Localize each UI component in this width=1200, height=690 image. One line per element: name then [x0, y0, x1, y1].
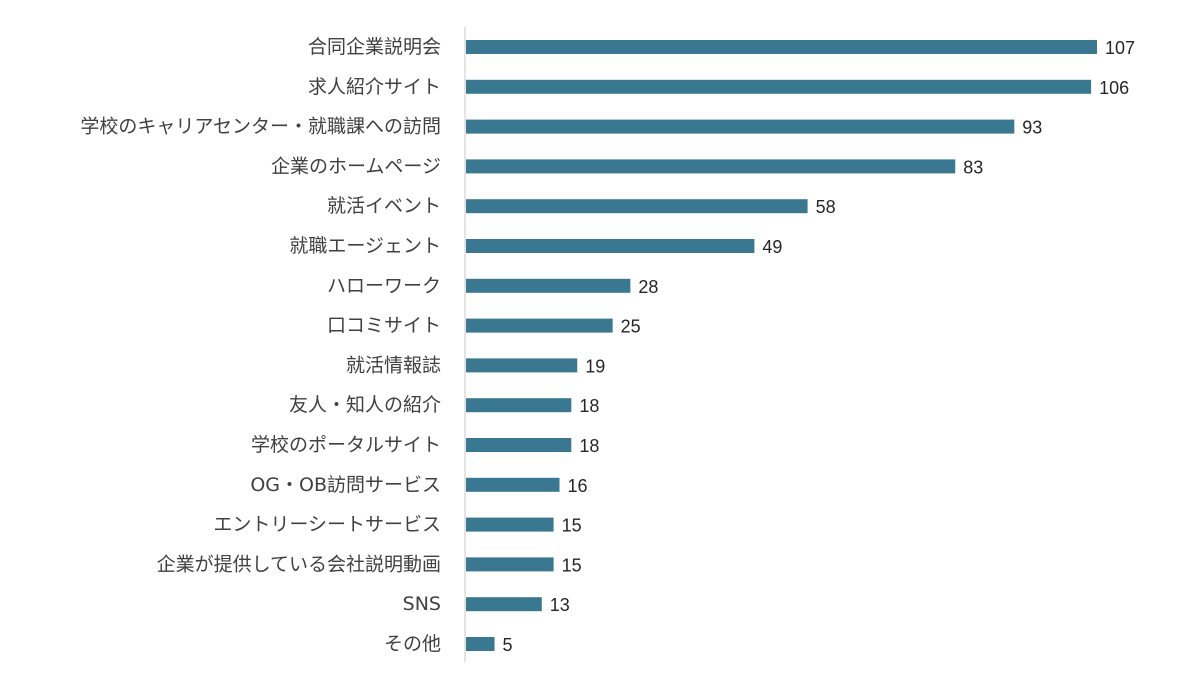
- bar-14: [466, 597, 542, 612]
- category-label-1: 求人紹介サイト: [308, 76, 441, 98]
- value-label-3: 83: [963, 157, 983, 177]
- category-label-10: 学校のポータルサイト: [251, 434, 441, 456]
- bar-3: [466, 159, 956, 174]
- value-labels-group: 107 106 93 83 58 49 28 25 19 18 18 16 15 15 13 5: [503, 38, 1136, 655]
- bars-group: [466, 40, 1097, 651]
- category-label-14: SNS: [403, 593, 441, 615]
- bar-9: [466, 398, 572, 413]
- category-label-4: 就活イベント: [327, 195, 441, 217]
- value-label-15: 5: [503, 635, 513, 655]
- value-label-13: 15: [562, 555, 582, 575]
- category-label-15: その他: [384, 633, 441, 655]
- category-label-11: OG・OB訪問サービス: [250, 474, 441, 496]
- category-label-7: 口コミサイト: [327, 315, 441, 337]
- category-label-9: 友人・知人の紹介: [289, 394, 441, 416]
- value-label-11: 16: [568, 476, 588, 496]
- value-label-10: 18: [579, 436, 599, 456]
- bar-10: [466, 438, 572, 452]
- value-label-14: 13: [550, 595, 570, 615]
- bar-4: [466, 199, 808, 214]
- value-label-5: 49: [762, 237, 782, 257]
- bar-15: [466, 637, 495, 651]
- bar-13: [466, 557, 554, 572]
- value-label-4: 58: [816, 197, 836, 217]
- bar-2: [466, 119, 1015, 134]
- bar-1: [466, 79, 1092, 94]
- value-label-6: 28: [638, 277, 658, 297]
- category-label-8: 就活情報誌: [346, 354, 441, 376]
- bar-11: [466, 477, 560, 492]
- value-label-1: 106: [1099, 78, 1129, 98]
- category-label-12: エントリーシートサービス: [213, 514, 441, 536]
- category-label-2: 学校のキャリアセンター・就職課への訪問: [80, 116, 441, 138]
- value-label-7: 25: [621, 317, 641, 337]
- value-label-12: 15: [562, 516, 582, 536]
- category-labels-group: 合同企業説明会求人紹介サイト学校のキャリアセンター・就職課への訪問企業のホームペ…: [80, 36, 441, 655]
- category-label-6: ハローワーク: [327, 275, 441, 297]
- category-label-3: 企業のホームページ: [271, 155, 441, 177]
- value-label-0: 107: [1105, 38, 1135, 58]
- category-label-0: 合同企業説明会: [308, 36, 441, 58]
- value-label-8: 19: [585, 356, 605, 376]
- bar-0: [466, 40, 1097, 54]
- bar-12: [466, 517, 554, 532]
- bar-7: [466, 318, 613, 333]
- category-label-13: 企業が提供している会社説明動画: [157, 553, 441, 575]
- bar-6: [466, 278, 631, 293]
- bar-8: [466, 358, 578, 373]
- value-label-2: 93: [1022, 118, 1042, 138]
- bar-5: [466, 239, 755, 253]
- category-label-5: 就職エージェント: [289, 235, 441, 257]
- value-label-9: 18: [579, 396, 599, 416]
